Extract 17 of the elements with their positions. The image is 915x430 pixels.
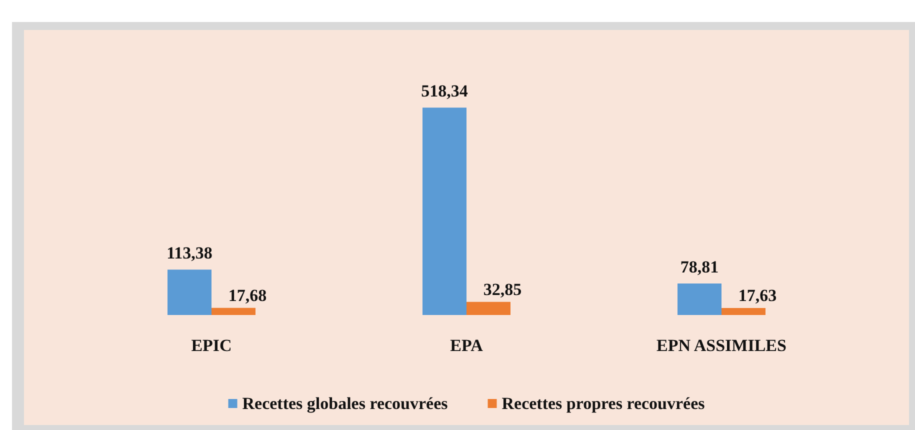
data-label: 113,38 — [166, 244, 212, 263]
bar — [466, 302, 510, 315]
bar — [168, 270, 212, 315]
data-label: 17,68 — [228, 286, 267, 305]
data-label: 78,81 — [680, 257, 719, 276]
bar — [678, 283, 722, 315]
x-tick-label: EPA — [450, 336, 484, 355]
data-label: 32,85 — [483, 280, 522, 299]
bar — [212, 308, 256, 315]
data-label: 518,34 — [421, 82, 468, 101]
data-label: 17,63 — [738, 286, 777, 305]
bar — [722, 308, 766, 315]
bar — [422, 108, 466, 315]
x-tick-label: EPIC — [191, 336, 232, 355]
legend-label: Recettes propres recouvrées — [502, 394, 706, 413]
legend-label: Recettes globales recouvrées — [242, 394, 448, 413]
x-tick-label: EPN ASSIMILES — [656, 336, 786, 355]
